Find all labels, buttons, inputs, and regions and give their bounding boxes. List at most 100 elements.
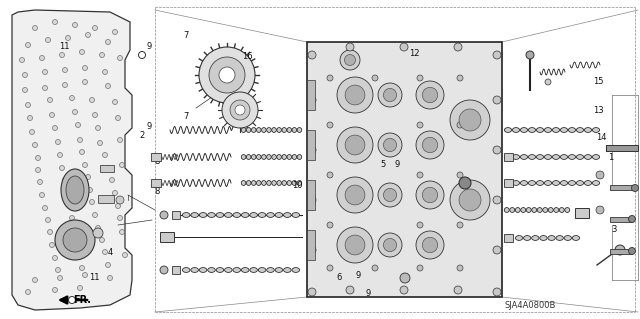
Circle shape	[68, 296, 76, 303]
Ellipse shape	[246, 181, 251, 185]
Circle shape	[345, 85, 365, 105]
Circle shape	[219, 67, 235, 83]
Ellipse shape	[225, 212, 232, 218]
Ellipse shape	[241, 128, 246, 132]
Circle shape	[372, 265, 378, 271]
Text: 16: 16	[243, 52, 253, 61]
Circle shape	[383, 189, 397, 202]
Ellipse shape	[199, 268, 207, 272]
Circle shape	[308, 51, 316, 59]
Ellipse shape	[292, 212, 300, 218]
Ellipse shape	[504, 128, 511, 132]
Circle shape	[26, 290, 31, 294]
Circle shape	[108, 276, 113, 280]
Circle shape	[63, 68, 67, 72]
Ellipse shape	[292, 155, 297, 160]
Bar	[504, 153, 513, 161]
Ellipse shape	[545, 155, 552, 160]
Circle shape	[72, 23, 77, 27]
Bar	[307, 180, 315, 210]
Circle shape	[52, 125, 58, 130]
Circle shape	[383, 88, 397, 101]
Circle shape	[199, 47, 255, 103]
Ellipse shape	[191, 268, 198, 272]
Ellipse shape	[216, 268, 224, 272]
Circle shape	[113, 190, 118, 196]
Ellipse shape	[513, 155, 520, 160]
Ellipse shape	[257, 128, 261, 132]
Text: 4: 4	[108, 248, 113, 256]
Circle shape	[76, 122, 81, 128]
Circle shape	[83, 162, 88, 167]
Ellipse shape	[292, 181, 297, 185]
Circle shape	[47, 98, 52, 102]
Ellipse shape	[564, 208, 570, 212]
Circle shape	[33, 278, 38, 283]
Ellipse shape	[504, 208, 509, 212]
Bar	[504, 234, 513, 242]
Text: 6: 6	[337, 273, 342, 282]
Circle shape	[45, 218, 51, 222]
Circle shape	[416, 231, 444, 259]
Circle shape	[493, 246, 501, 254]
Circle shape	[545, 79, 551, 85]
Circle shape	[596, 206, 604, 214]
Circle shape	[308, 246, 316, 254]
Circle shape	[340, 50, 360, 70]
Ellipse shape	[513, 181, 520, 185]
Ellipse shape	[225, 268, 232, 272]
Circle shape	[493, 196, 501, 204]
Ellipse shape	[267, 155, 271, 160]
Text: 5: 5	[380, 160, 385, 169]
Ellipse shape	[515, 208, 520, 212]
Circle shape	[72, 109, 77, 115]
Ellipse shape	[208, 212, 215, 218]
Circle shape	[327, 122, 333, 128]
Circle shape	[416, 131, 444, 159]
Circle shape	[632, 184, 639, 191]
Circle shape	[457, 122, 463, 128]
Ellipse shape	[548, 208, 553, 212]
Ellipse shape	[556, 236, 563, 241]
Bar	[610, 249, 632, 254]
Ellipse shape	[282, 181, 287, 185]
Text: 11: 11	[90, 273, 100, 282]
Ellipse shape	[297, 155, 301, 160]
Ellipse shape	[297, 128, 301, 132]
FancyArrowPatch shape	[61, 297, 87, 303]
Ellipse shape	[267, 181, 271, 185]
Circle shape	[493, 96, 501, 104]
Circle shape	[327, 265, 333, 271]
Circle shape	[79, 49, 84, 55]
Text: 11: 11	[59, 42, 69, 51]
Text: SJA4A0800B: SJA4A0800B	[504, 300, 556, 309]
Text: 9: 9	[365, 289, 371, 298]
Ellipse shape	[529, 128, 536, 132]
Circle shape	[450, 100, 490, 140]
Circle shape	[113, 29, 118, 34]
Ellipse shape	[241, 181, 246, 185]
Circle shape	[345, 235, 365, 255]
Ellipse shape	[521, 208, 525, 212]
Circle shape	[33, 26, 38, 31]
Ellipse shape	[241, 155, 246, 160]
Circle shape	[493, 51, 501, 59]
Circle shape	[90, 199, 95, 204]
Circle shape	[99, 53, 104, 57]
Circle shape	[47, 229, 52, 234]
Ellipse shape	[216, 212, 224, 218]
Circle shape	[35, 155, 40, 160]
Circle shape	[42, 205, 47, 211]
Ellipse shape	[584, 181, 591, 185]
Circle shape	[337, 227, 373, 263]
Circle shape	[122, 253, 127, 257]
Circle shape	[79, 150, 84, 154]
Circle shape	[337, 77, 373, 113]
Ellipse shape	[584, 155, 591, 160]
Circle shape	[58, 152, 63, 158]
Circle shape	[70, 95, 74, 100]
Circle shape	[70, 216, 74, 220]
Circle shape	[63, 177, 67, 182]
Circle shape	[63, 228, 87, 252]
Circle shape	[40, 56, 45, 61]
